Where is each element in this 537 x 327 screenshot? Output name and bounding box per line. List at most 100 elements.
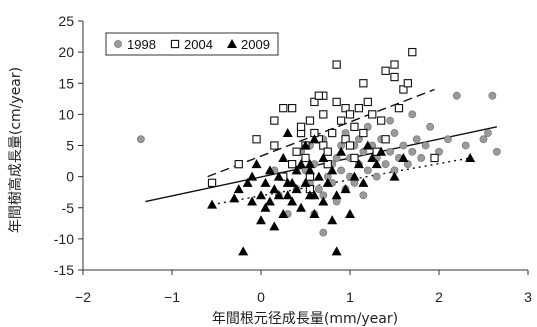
point-2004 [270, 116, 279, 125]
y-tick-label: 5 [66, 138, 74, 154]
y-tick-label: -15 [54, 262, 74, 278]
point-2004 [252, 135, 261, 144]
x-tick-label: 0 [257, 289, 265, 305]
point-1998 [319, 228, 328, 237]
point-1998 [354, 135, 363, 144]
point-2004 [363, 97, 372, 107]
point-2004 [381, 66, 390, 75]
point-2009 [322, 177, 333, 187]
point-2009 [256, 190, 266, 200]
point-2009 [318, 152, 329, 162]
point-2004 [310, 97, 319, 107]
point-2009 [278, 152, 289, 162]
legend-label-1998: 1998 [127, 37, 156, 52]
trend-lines [145, 88, 497, 206]
point-2009 [398, 152, 409, 162]
y-axis-title: 年間樹高成長量(cm/year) [7, 67, 24, 233]
point-2004 [305, 116, 315, 125]
point-2009 [327, 215, 338, 225]
point-1998 [484, 129, 492, 137]
point-2004 [390, 60, 399, 69]
point-1998 [381, 160, 390, 169]
point-2009 [331, 190, 342, 200]
point-1998 [417, 154, 426, 162]
point-2009 [264, 196, 275, 206]
point-2004 [376, 116, 386, 125]
point-2004 [354, 104, 364, 113]
trend-line-2004 [207, 88, 435, 178]
point-2009 [233, 184, 244, 194]
point-2004 [390, 72, 399, 82]
point-2009 [353, 159, 364, 169]
point-1998 [408, 147, 417, 156]
point-2009 [291, 184, 302, 194]
point-2004 [430, 153, 439, 163]
point-2004 [323, 160, 332, 169]
point-2004 [301, 153, 310, 163]
point-1998 [479, 135, 488, 144]
point-2004 [332, 60, 341, 69]
point-2004 [207, 178, 217, 187]
y-tick-label: -5 [62, 200, 75, 216]
y-tick-label: 15 [58, 75, 74, 91]
point-2004 [408, 47, 417, 57]
point-2009 [291, 165, 302, 175]
x-tick-label: −2 [75, 289, 91, 305]
point-2009 [371, 159, 382, 169]
point-2004 [345, 141, 355, 150]
legend-marker-1998 [114, 40, 122, 48]
point-2009 [349, 171, 360, 181]
y-tick-label: 0 [66, 169, 74, 185]
point-2009 [207, 199, 218, 209]
point-2004 [381, 135, 390, 144]
point-2009 [358, 177, 369, 187]
point-2009 [260, 177, 271, 187]
point-1998 [386, 147, 394, 156]
point-1998 [461, 141, 470, 150]
point-2009 [376, 146, 387, 156]
point-2009 [296, 202, 307, 212]
axes: -15 -10 -5 0 5 10 15 20 25 −2 −1 0 1 2 3 [54, 13, 532, 305]
point-1998 [403, 160, 412, 169]
x-tick-label: 3 [524, 289, 532, 305]
point-1998 [359, 191, 368, 200]
point-2004 [319, 110, 328, 119]
data-points [136, 47, 501, 256]
point-2004 [403, 79, 412, 88]
y-tick-label: 20 [58, 44, 74, 60]
point-2009 [309, 134, 320, 144]
point-2009 [340, 184, 351, 194]
point-2004 [350, 122, 359, 131]
point-2004 [359, 128, 368, 138]
point-2004 [234, 160, 243, 169]
point-1998 [492, 147, 501, 156]
point-1998 [435, 147, 443, 156]
point-2009 [304, 165, 315, 175]
point-2009 [309, 208, 320, 218]
point-2009 [238, 246, 249, 256]
point-2009 [296, 159, 307, 169]
point-1998 [426, 122, 434, 131]
point-2004 [319, 141, 328, 150]
point-2009 [287, 177, 298, 187]
point-2009 [304, 159, 315, 169]
point-2009 [313, 171, 324, 181]
point-2009 [367, 152, 378, 162]
point-1998 [359, 147, 368, 156]
point-2009 [264, 165, 275, 175]
point-2004 [394, 104, 404, 113]
point-2004 [323, 147, 332, 156]
point-2009 [247, 171, 258, 181]
point-1998 [314, 185, 323, 193]
point-1998 [363, 122, 372, 131]
point-2004 [350, 153, 359, 163]
point-2009 [327, 165, 338, 175]
trend-line-1998 [145, 126, 497, 203]
y-tick-label: 25 [58, 13, 74, 29]
point-1998 [337, 166, 345, 175]
point-2004 [336, 116, 346, 125]
point-2009 [345, 208, 355, 218]
point-2004 [287, 160, 297, 169]
point-2009 [318, 196, 329, 206]
